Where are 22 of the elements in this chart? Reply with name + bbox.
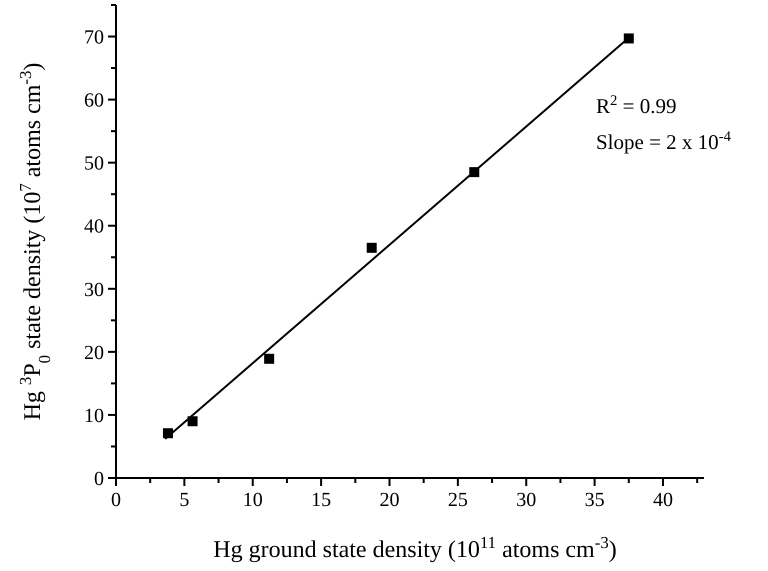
x-tick-label: 35 [584,489,605,511]
x-tick-label: 20 [379,489,400,511]
y-tick-label: 10 [84,404,104,427]
x-tick-label: 25 [448,489,468,511]
x-tick-label: 10 [242,489,263,511]
y-tick-label: 70 [84,26,104,49]
y-tick-label: 0 [94,468,104,490]
y-tick-label: 60 [84,90,104,112]
y-tick-label: 40 [84,216,104,238]
y-tick-label: 50 [84,152,104,175]
point [264,354,274,364]
annotation: Slope = 2 x 10$^{-4}$ [596,129,732,154]
x-tick-label: 30 [516,489,536,511]
x-tick-label: 40 [652,489,673,511]
y-tick-label: 20 [84,342,104,364]
x-tick-label: 15 [311,489,332,511]
x-tick-label: 0 [111,489,121,511]
x-tick-label: 5 [179,489,190,511]
y-tick-label: 30 [84,278,104,301]
point [366,242,377,253]
x-axis-title: Hg ground state density (10$^{11}$ atoms cm$^{-3}$) [213,532,617,563]
annotation: R$^{2}$ = 0.99 [596,93,676,118]
